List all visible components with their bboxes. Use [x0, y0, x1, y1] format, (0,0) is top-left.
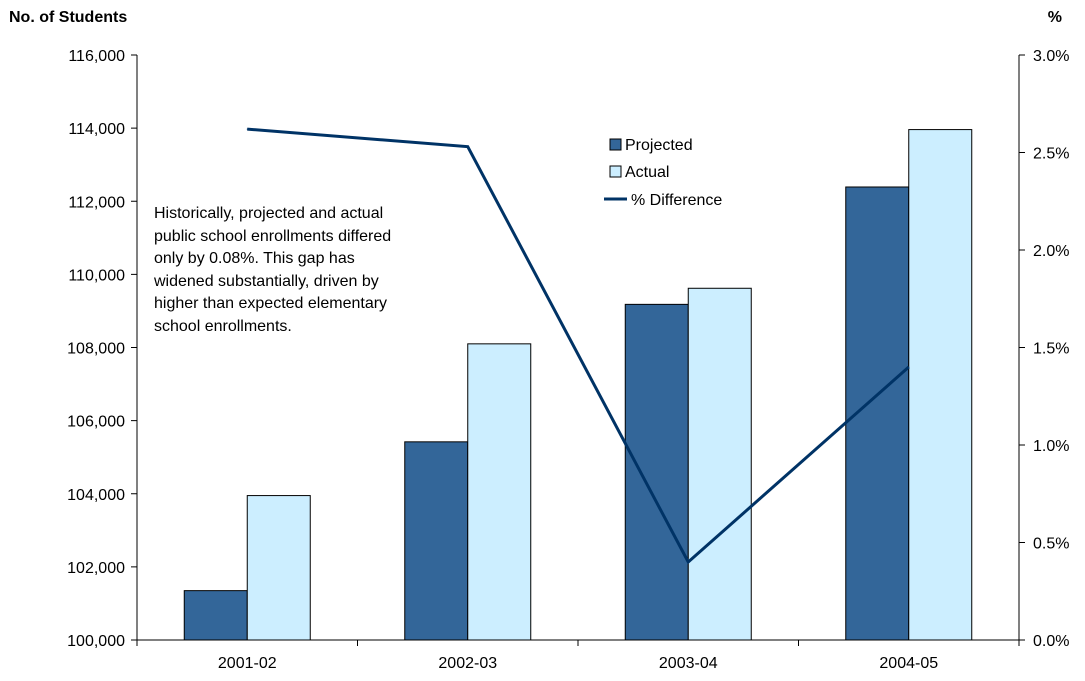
right-tick-label: 2.0% — [1033, 243, 1069, 260]
right-tick-label: 3.0% — [1033, 48, 1069, 65]
left-tick-label: 116,000 — [68, 48, 125, 65]
annotation-line: Historically, projected and actual — [154, 205, 384, 222]
bar-actual-2004-05 — [908, 129, 973, 641]
legend-label-projected: Projected — [625, 137, 693, 154]
right-tick-label: 0.5% — [1033, 536, 1069, 553]
legend: Projected Actual % Difference — [604, 137, 722, 209]
annotation-line: higher than expected elementary — [154, 295, 388, 312]
left-axis-title: No. of Students — [9, 9, 127, 26]
point-percent-difference-2004-05 — [908, 366, 910, 368]
bar-projected-2002-03 — [404, 441, 469, 641]
left-tick-label: 104,000 — [67, 487, 125, 504]
left-tick-label: 110,000 — [68, 267, 125, 284]
left-tick-label: 100,000 — [67, 633, 125, 650]
axes: 100,000 102,000 104,000 106,000 108,000 110,0… — [67, 48, 1069, 672]
line-percent-difference — [247, 127, 910, 565]
annotation-line: only by 0.08%. This gap has — [154, 250, 355, 267]
bar-projected-2003-04 — [624, 303, 689, 641]
legend-swatch-actual — [609, 165, 622, 178]
bar-group — [183, 129, 973, 641]
legend-label-difference: % Difference — [631, 192, 722, 209]
point-percent-difference-2001-02 — [246, 128, 248, 130]
line-layer — [246, 127, 910, 565]
point-percent-difference-2002-03 — [467, 146, 469, 148]
annotation-line: school enrollments. — [154, 317, 292, 335]
left-tick-label: 112,000 — [68, 194, 125, 211]
x-tick-label: 2001-02 — [218, 655, 277, 672]
right-axis-title: % — [1048, 9, 1062, 26]
left-tick-label: 108,000 — [67, 341, 125, 358]
right-tick-label: 2.5% — [1033, 146, 1069, 163]
annotation-line: widened substantially, driven by — [154, 272, 379, 290]
right-tick-label: 1.0% — [1033, 438, 1069, 455]
bar-actual-2002-03 — [467, 343, 532, 641]
annotation-line: public school enrollments differed — [154, 227, 392, 245]
x-tick-label: 2003-04 — [659, 655, 718, 672]
bar-actual-2003-04 — [687, 287, 752, 641]
bar-actual-2001-02 — [246, 495, 311, 641]
point-percent-difference-2003-04 — [687, 561, 689, 563]
x-tick-label: 2002-03 — [438, 655, 497, 672]
right-tick-label: 1.5% — [1033, 341, 1069, 358]
right-tick-label: 0.0% — [1033, 633, 1069, 650]
left-tick-label: 114,000 — [68, 121, 125, 138]
left-tick-label: 106,000 — [67, 414, 125, 431]
left-tick-label: 102,000 — [67, 560, 125, 577]
annotation-text: Historically, projected and actual publi… — [154, 203, 484, 338]
x-tick-label: 2004-05 — [879, 655, 938, 672]
legend-swatch-projected — [609, 138, 622, 151]
legend-label-actual: Actual — [625, 164, 669, 181]
bar-projected-2001-02 — [183, 590, 248, 641]
